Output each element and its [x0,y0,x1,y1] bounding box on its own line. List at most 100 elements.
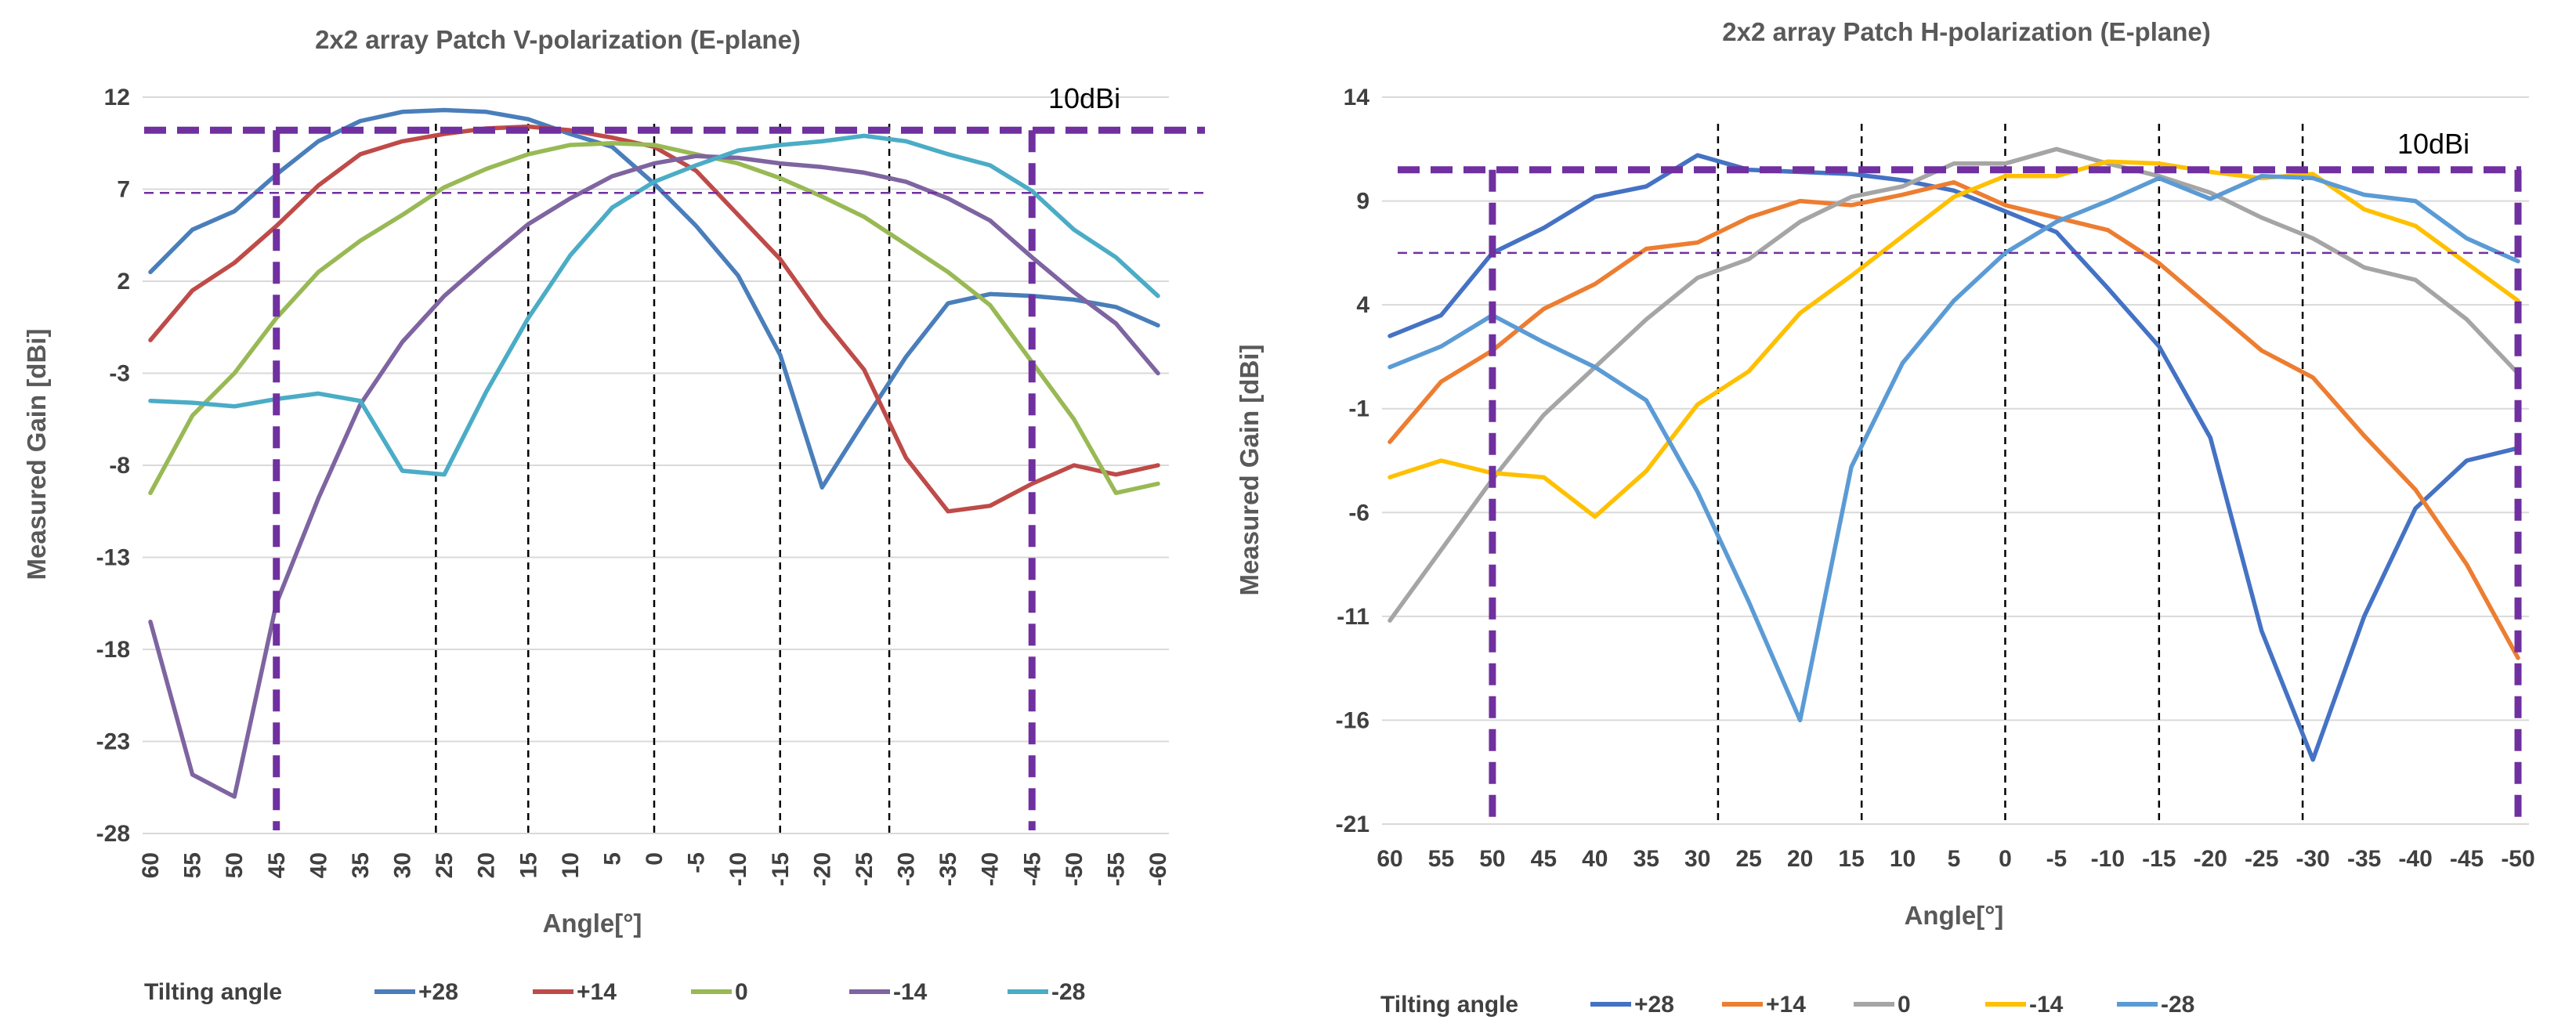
x-tick-label: -55 [1103,852,1129,886]
series-line [148,154,1160,799]
y-tick-label: 9 [1356,189,1369,215]
y-tick-label: -18 [96,637,130,663]
series-line [1387,146,2520,623]
x-tick-label: 25 [432,852,458,878]
y-tick-label: -13 [96,545,130,571]
x-tick-label: -50 [2501,846,2534,872]
legend-label: 0 [1898,992,1911,1018]
x-tick-label: 60 [138,852,164,878]
x-tick-label: -40 [2398,846,2432,872]
x-tick-label: 5 [1948,846,1961,872]
x-tick-label: 45 [1531,846,1557,872]
y-tick-label: -11 [1337,604,1369,630]
x-tick-label: -60 [1145,852,1171,886]
y-tick-label: -16 [1336,707,1369,733]
x-tick-labels: 60 55 50 45 40 35 30 25 20 15 10 5 0 -5 -10 -15 -20 -25 -3… [138,852,1171,886]
reference-lines [144,126,1205,830]
x-tick-label: 60 [1377,846,1402,872]
x-tick-label: 55 [1428,846,1454,872]
x-tick-label: 40 [306,852,331,878]
x-tick-label: -20 [2194,846,2227,872]
x-axis-label: Angle[°] [1905,901,2004,930]
x-tick-label: 25 [1735,846,1761,872]
x-tick-label: 35 [348,852,374,878]
x-axis-label: Angle[°] [543,909,642,938]
x-tick-label: -45 [2450,846,2484,872]
y-tick-label: -21 [1336,812,1369,837]
y-tick-label: -28 [96,821,130,847]
series-line [148,133,1160,477]
y-tick-label: -3 [109,361,130,387]
y-tick-label: 14 [1344,85,1370,110]
x-tick-label: -5 [2046,846,2068,872]
series-lines [1387,146,2520,762]
x-tick-label: 50 [1479,846,1505,872]
x-tick-label: -5 [684,852,710,873]
x-tick-label: -15 [768,852,794,886]
y-axis-label: Measured Gain [dBi] [1235,345,1264,596]
x-tick-label: 20 [1787,846,1813,872]
y-tick-label: 7 [117,177,130,203]
x-tick-label: -30 [2296,846,2330,872]
x-tick-label: -25 [852,852,877,886]
x-tick-label: 10 [558,852,584,878]
x-tick-label: 50 [222,852,248,878]
x-tick-label: -25 [2245,846,2278,872]
x-tick-label: -10 [2091,846,2125,872]
legend-label: -28 [1051,979,1085,1005]
gain-annotation: 10dBi [2397,128,2469,160]
y-tick-labels: 12 7 2 -3 -8 -13 -18 -23 -28 [96,85,130,847]
x-tick-label: 10 [1890,846,1916,872]
x-tick-label: -35 [2347,846,2381,872]
legend-label: +14 [1766,992,1806,1018]
chart-title: 2x2 array Patch V-polarization (E-plane) [315,25,801,54]
x-tick-label: 0 [1999,846,2012,872]
legend-title: Tilting angle [1380,992,1518,1018]
chart-title: 2x2 array Patch H-polarization (E-plane) [1722,17,2211,46]
x-tick-label: 0 [642,852,668,866]
series-line [1387,174,2520,723]
legend-label: +14 [577,979,617,1005]
legend: Tilting angle +28 +14 0 -14 -28 [144,979,1085,1005]
x-tick-label: 45 [264,852,290,878]
y-tick-labels: 14 9 4 -1 -6 -11 -16 -21 [1336,85,1370,837]
series-line [1387,153,2520,762]
y-tick-label: -6 [1348,500,1369,526]
h-polarization-chart: 2x2 array Patch H-polarization (E-plane)… [1235,17,2535,1018]
x-tick-label: -15 [2142,846,2176,872]
x-tick-label: 30 [390,852,416,878]
y-tick-label: -8 [109,453,130,479]
x-tick-label: -30 [894,852,920,886]
y-tick-label: 4 [1356,292,1369,318]
series-line [148,141,1160,496]
legend-label: 0 [735,979,748,1005]
x-tick-label: 30 [1684,846,1710,872]
x-tick-label: -20 [809,852,835,886]
legend: Tilting angle +28 +14 0 -14 -28 [1380,992,2194,1018]
y-axis-label: Measured Gain [dBi] [22,329,51,580]
y-tick-label: 12 [104,85,130,110]
legend-label: -14 [893,979,928,1005]
sector-lines [435,124,891,833]
x-tick-label: 55 [180,852,206,878]
reference-lines [1398,166,2522,821]
gain-annotation: 10dBi [1048,82,1120,114]
x-tick-label: 35 [1634,846,1659,872]
x-tick-label: -45 [1019,852,1045,886]
legend-label: +28 [1634,992,1674,1018]
y-tick-label: -1 [1348,396,1369,422]
legend-label: -14 [2029,992,2064,1018]
series-lines [148,107,1160,799]
sector-lines [1717,124,2304,824]
x-tick-label: -50 [1062,852,1087,886]
x-tick-label: -10 [725,852,751,886]
x-tick-label: -40 [978,852,1004,886]
y-tick-label: 2 [117,269,130,295]
x-tick-label: 15 [516,852,541,878]
x-tick-label: -35 [935,852,961,886]
x-tick-labels: 60 55 50 45 40 35 30 25 20 15 10 5 0 -5 -10 -15 -20 -25 -3… [1377,846,2534,872]
y-tick-label: -23 [96,729,130,755]
series-line [1387,179,2520,660]
x-tick-label: 20 [474,852,500,878]
